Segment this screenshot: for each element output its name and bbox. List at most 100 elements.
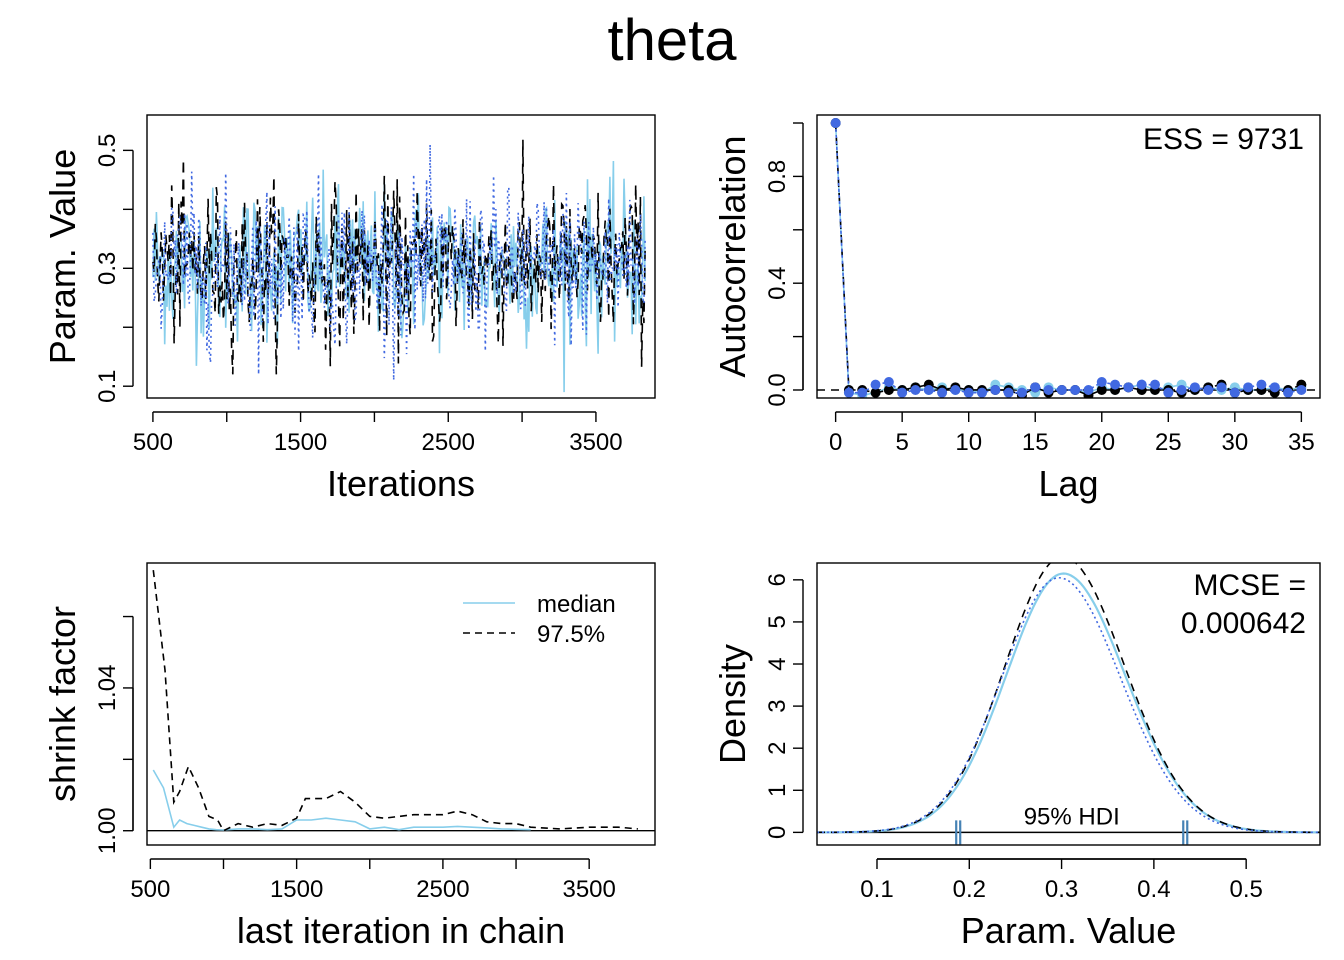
x-axis-label: last iteration in chain xyxy=(237,910,565,951)
autocorr-point xyxy=(1110,379,1121,390)
autocorr-point xyxy=(910,384,921,395)
y-tick-label: 0.1 xyxy=(94,370,121,403)
x-tick-label: 500 xyxy=(130,876,170,903)
y-axis: 0.1 0.3 0.5 Param. Value xyxy=(42,134,134,403)
x-tick-label: 0.1 xyxy=(860,876,893,903)
plot-area xyxy=(817,118,1320,398)
density-series-3 xyxy=(817,576,1320,834)
y-tick-label: 0.3 xyxy=(94,252,121,285)
x-axis-label: Param. Value xyxy=(961,910,1176,951)
trace-plot: 500 1500 2500 3500 Iterations 0.1 0.3 0.5 Param.… xyxy=(42,114,656,504)
legend: median 97.5% xyxy=(463,591,616,648)
autocorr-point xyxy=(1243,382,1254,393)
shrink-series-median xyxy=(152,769,531,831)
autocorr-point xyxy=(883,384,894,395)
x-tick-label: 5 xyxy=(895,429,908,456)
plot-area xyxy=(147,570,655,832)
autocorr-point xyxy=(977,387,988,398)
shrink-factor-plot: 500 1500 2500 3500 last iteration in chain 1.… xyxy=(42,562,656,951)
x-tick-label: 25 xyxy=(1155,429,1182,456)
y-tick-label: 4 xyxy=(764,657,791,670)
x-tick-label: 2500 xyxy=(416,876,469,903)
x-tick-label: 0 xyxy=(829,429,842,456)
legend-label: median xyxy=(537,591,616,618)
autocorr-point xyxy=(870,379,881,390)
plot-frame xyxy=(146,114,656,399)
x-tick-label: 1500 xyxy=(274,429,327,456)
x-axis: 500 1500 2500 3500 last iteration in chain xyxy=(130,858,616,951)
autocorr-point xyxy=(897,387,908,398)
trace-series-3 xyxy=(152,144,646,381)
density-series-2 xyxy=(817,563,1320,834)
plot-area xyxy=(817,563,1320,845)
autocorr-line-2 xyxy=(834,122,1302,397)
mcse-label: MCSE = xyxy=(1193,569,1306,602)
x-tick-label: 0.4 xyxy=(1137,876,1170,903)
x-tick-label: 3500 xyxy=(569,429,622,456)
y-tick-label: 0.8 xyxy=(764,160,791,193)
autocorr-point xyxy=(1269,382,1280,393)
x-axis: 500 1500 2500 3500 Iterations xyxy=(133,411,623,504)
autocorr-point xyxy=(923,384,934,395)
autocorr-point xyxy=(1123,382,1134,393)
x-axis: 0 5 10 15 20 25 30 35 Lag xyxy=(829,411,1315,504)
y-axis-label: Param. Value xyxy=(42,149,83,364)
x-axis-label: Iterations xyxy=(327,463,475,504)
autocorr-point xyxy=(1176,384,1187,395)
x-tick-label: 10 xyxy=(955,429,982,456)
autocorr-point xyxy=(1283,387,1294,398)
y-axis-label: shrink factor xyxy=(42,606,83,802)
x-tick-label: 3500 xyxy=(562,876,615,903)
y-axis-label: Density xyxy=(712,644,753,764)
autocorr-point xyxy=(1030,382,1041,393)
autocorr-point xyxy=(950,384,961,395)
figure-title: theta xyxy=(608,8,738,73)
autocorr-point xyxy=(1096,376,1107,387)
plot-frame xyxy=(816,114,1321,399)
y-tick-label: 0 xyxy=(764,826,791,839)
x-tick-label: 500 xyxy=(133,429,173,456)
x-axis-label: Lag xyxy=(1038,463,1098,504)
hdi-label: 95% HDI xyxy=(1024,803,1120,830)
y-tick-label: 3 xyxy=(764,699,791,712)
x-tick-label: 35 xyxy=(1288,429,1315,456)
y-axis: 0.0 0.4 0.8 Autocorrelation xyxy=(712,122,804,407)
y-tick-label: 0.5 xyxy=(94,134,121,167)
plot-area xyxy=(152,139,646,393)
x-tick-label: 15 xyxy=(1022,429,1049,456)
y-axis: 0 1 2 3 4 5 6 Density xyxy=(712,573,804,839)
autocorr-point xyxy=(1189,382,1200,393)
autocorr-point xyxy=(1016,387,1027,398)
autocorrelation-plot: 0 5 10 15 20 25 30 35 Lag 0.0 0.4 0.8 Autocorrelatio… xyxy=(712,114,1321,504)
autocorr-point xyxy=(1056,384,1067,395)
autocorr-point xyxy=(1070,384,1081,395)
autocorr-line-3 xyxy=(834,122,1302,394)
autocorr-point xyxy=(843,387,854,398)
x-tick-label: 0.5 xyxy=(1229,876,1262,903)
autocorr-point xyxy=(1203,384,1214,395)
autocorr-line-1 xyxy=(834,122,1302,397)
autocorr-point xyxy=(1136,379,1147,390)
autocorr-point xyxy=(1096,384,1107,395)
y-axis: 1.00 1.04 shrink factor xyxy=(42,606,134,854)
x-axis: 0.1 0.2 0.3 0.4 0.5 Param. Value xyxy=(860,858,1263,951)
autocorr-point xyxy=(990,384,1001,395)
plot-frame xyxy=(146,562,656,846)
x-tick-label: 0.3 xyxy=(1045,876,1078,903)
autocorr-point xyxy=(1163,387,1174,398)
autocorr-point xyxy=(857,387,868,398)
y-tick-label: 0.4 xyxy=(764,267,791,300)
autocorr-point xyxy=(870,387,881,398)
autocorr-point xyxy=(1043,384,1054,395)
y-tick-label: 1 xyxy=(764,784,791,797)
autocorr-point xyxy=(883,376,894,387)
autocorr-point xyxy=(1149,379,1160,390)
autocorr-point xyxy=(1003,387,1014,398)
shrink-series-975 xyxy=(152,570,638,832)
x-tick-label: 1500 xyxy=(270,876,323,903)
autocorr-point xyxy=(963,387,974,398)
y-tick-label: 5 xyxy=(764,615,791,628)
y-tick-label: 1.00 xyxy=(94,807,121,854)
ess-annotation: ESS = 9731 xyxy=(1143,123,1304,156)
